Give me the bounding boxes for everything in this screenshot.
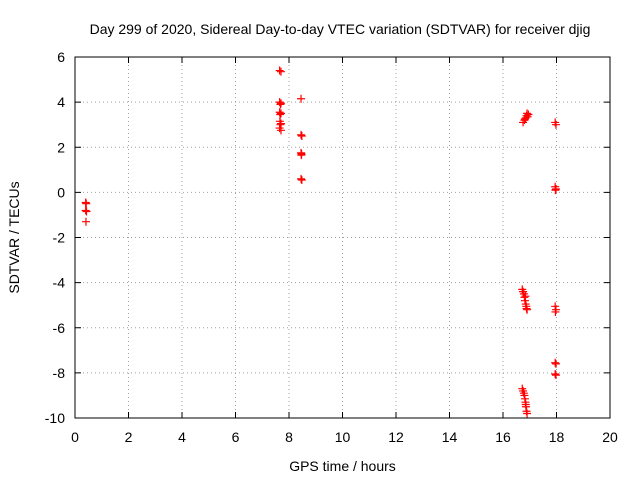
x-tick-label: 0 [71,429,79,445]
data-point [551,371,560,380]
x-tick-label: 18 [549,429,565,445]
y-tick-label: 2 [57,139,65,155]
y-tick-label: -10 [45,410,65,426]
y-axis-label: SDTVAR / TECUs [6,181,22,293]
grid-lines [75,57,610,418]
data-point [297,174,306,183]
data-points [81,66,560,418]
data-point [81,206,90,215]
y-tick-label: -2 [53,230,66,246]
data-point [276,110,285,119]
data-point [276,100,285,109]
data-point [523,305,532,314]
data-point [551,370,560,379]
chart-title: Day 299 of 2020, Sidereal Day-to-day VTE… [90,21,591,37]
x-tick-label: 2 [125,429,133,445]
data-point [82,199,91,208]
x-tick-label: 12 [388,429,404,445]
y-tick-label: 0 [57,184,65,200]
x-tick-label: 16 [495,429,511,445]
data-point [523,409,532,418]
data-point [523,112,532,121]
x-tick-label: 14 [442,429,458,445]
x-axis-ticks: 0 2 4 6 8 10 12 14 16 18 20 [71,57,618,445]
data-point [297,175,306,184]
data-point [551,120,560,129]
data-point [297,94,306,103]
data-point [82,207,91,216]
x-tick-label: 4 [178,429,186,445]
x-tick-label: 20 [602,429,618,445]
data-point [276,109,285,118]
data-point [297,151,306,160]
data-point [521,292,530,301]
x-tick-label: 6 [232,429,240,445]
data-point [81,217,90,226]
data-point [521,400,530,409]
y-axis-ticks: -10 -8 -6 -4 -2 0 2 4 6 [45,49,610,426]
data-point [551,307,560,316]
y-tick-label: -6 [53,320,66,336]
x-tick-label: 8 [285,429,293,445]
y-tick-label: -8 [53,365,66,381]
data-point [297,130,306,139]
y-tick-label: 6 [57,49,65,65]
data-point [297,131,306,140]
y-tick-label: 4 [57,94,65,110]
data-point [276,126,285,135]
data-point [275,66,284,75]
data-point [276,67,285,76]
data-point [551,359,560,368]
x-tick-label: 10 [335,429,351,445]
data-point [551,186,560,195]
x-axis-label: GPS time / hours [289,458,396,474]
data-point [551,358,560,367]
y-tick-label: -4 [53,275,66,291]
